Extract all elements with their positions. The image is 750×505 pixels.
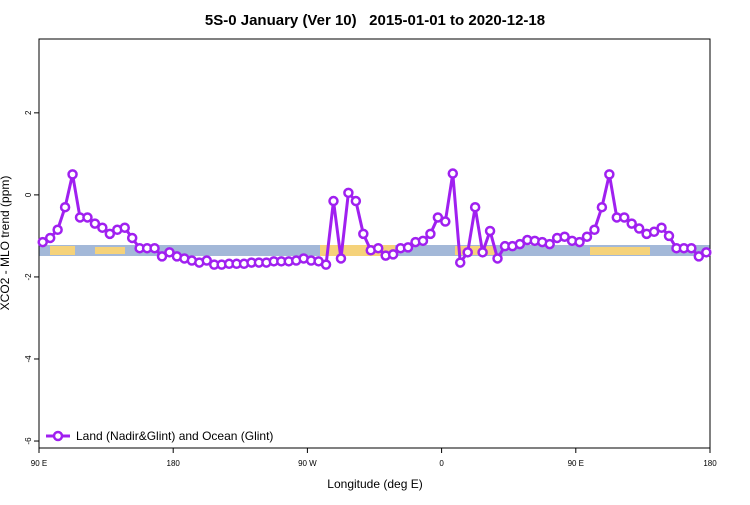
data-point bbox=[477, 247, 488, 258]
legend-marker bbox=[52, 430, 64, 442]
data-point bbox=[581, 231, 593, 242]
data-point bbox=[574, 236, 585, 248]
data-point bbox=[656, 222, 667, 233]
data-point bbox=[619, 212, 630, 223]
data-point bbox=[701, 247, 712, 258]
data-point bbox=[589, 224, 600, 236]
y-tick-label: -6 bbox=[24, 437, 33, 445]
x-tick-label: 90 E bbox=[31, 459, 47, 468]
data-point bbox=[372, 242, 384, 254]
y-tick-label: -2 bbox=[24, 273, 33, 281]
legend-label: Land (Nadir&Glint) and Ocean (Glint) bbox=[76, 429, 273, 443]
data-point bbox=[484, 225, 496, 237]
y-tick-label: -4 bbox=[24, 355, 33, 363]
data-point bbox=[648, 226, 660, 238]
x-tick-label: 90 W bbox=[298, 459, 317, 468]
data-point bbox=[164, 247, 175, 258]
data-point bbox=[447, 168, 459, 179]
x-tick-label: 180 bbox=[703, 459, 717, 468]
x-tick-label: 0 bbox=[439, 459, 444, 468]
data-point bbox=[82, 212, 93, 223]
data-point bbox=[544, 238, 555, 250]
data-point bbox=[633, 223, 645, 234]
x-tick-label: 180 bbox=[167, 459, 181, 468]
data-point bbox=[44, 232, 56, 244]
y-tick-label: 0 bbox=[24, 192, 33, 197]
data-point bbox=[328, 195, 339, 207]
data-point bbox=[604, 169, 615, 180]
data-point bbox=[596, 201, 608, 213]
data-point bbox=[37, 236, 48, 248]
data-point bbox=[402, 242, 414, 253]
y-axis-label: XCO2 - MLO trend (ppm) bbox=[0, 176, 12, 311]
data-point bbox=[417, 235, 429, 247]
data-point bbox=[626, 218, 637, 229]
x-axis-label: Longitude (deg E) bbox=[327, 477, 422, 491]
data-point bbox=[350, 195, 362, 207]
data-point bbox=[358, 228, 369, 240]
data-point bbox=[559, 231, 570, 242]
data-point bbox=[387, 249, 399, 260]
data-point bbox=[454, 257, 466, 268]
data-point bbox=[59, 201, 71, 213]
data-point bbox=[686, 242, 697, 254]
data-point bbox=[492, 253, 503, 264]
data-point bbox=[97, 222, 108, 233]
chart-title: 5S-0 January (Ver 10) 2015-01-01 to 2020… bbox=[205, 12, 545, 29]
data-point bbox=[432, 212, 444, 223]
data-point bbox=[462, 247, 473, 258]
data-point bbox=[67, 169, 78, 180]
data-point bbox=[156, 251, 168, 262]
data-point bbox=[149, 242, 160, 254]
data-point bbox=[663, 230, 675, 242]
data-point bbox=[469, 201, 481, 213]
data-point bbox=[425, 228, 436, 240]
data-point bbox=[343, 187, 354, 199]
data-point bbox=[126, 232, 138, 244]
y-tick-label: 2 bbox=[24, 110, 33, 115]
data-point bbox=[320, 259, 332, 270]
data-point bbox=[201, 255, 212, 266]
data-point bbox=[119, 222, 130, 233]
data-point bbox=[89, 218, 101, 229]
data-point bbox=[335, 253, 347, 264]
data-point bbox=[52, 224, 63, 236]
data-point bbox=[440, 216, 451, 227]
data-point bbox=[693, 251, 705, 262]
data-point bbox=[514, 238, 526, 250]
data-point bbox=[104, 228, 116, 240]
x-tick-label: 90 E bbox=[568, 459, 584, 468]
